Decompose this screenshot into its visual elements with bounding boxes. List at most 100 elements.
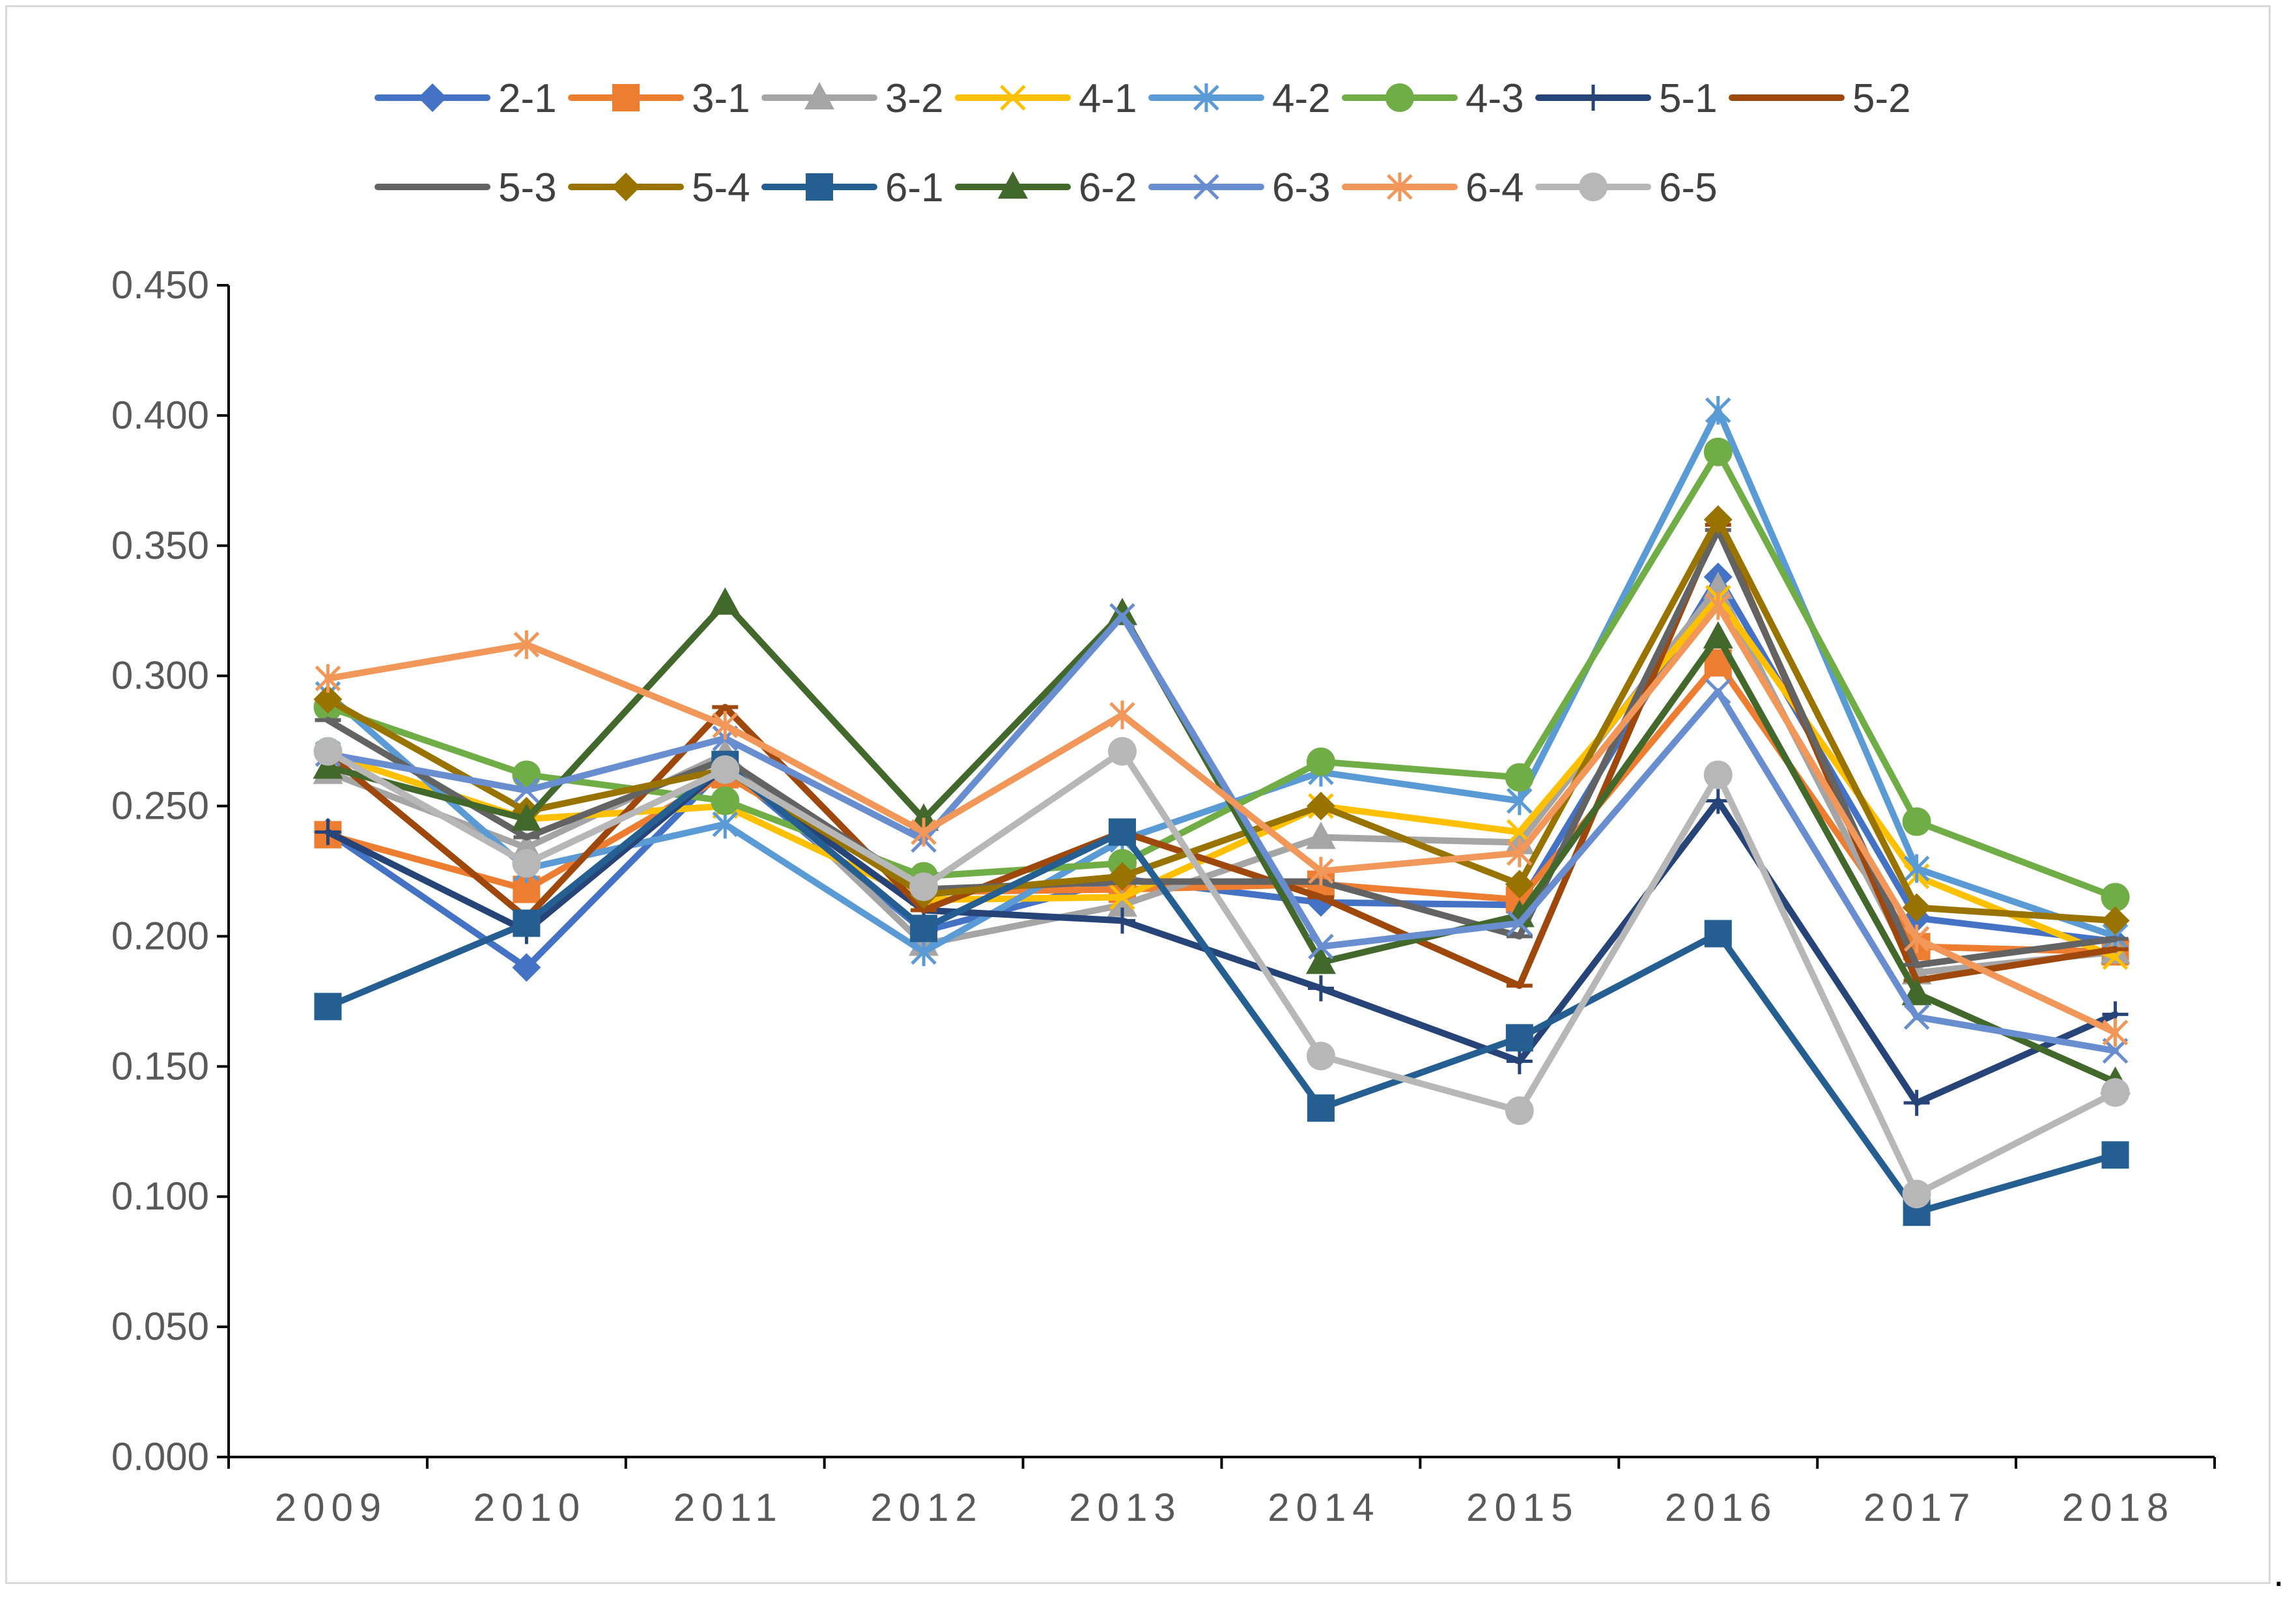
legend-entry-5-1: 5-1 [1535,76,1718,121]
data-point-4-3-2016 [1703,437,1733,466]
data-point-6-5-2018 [2101,1078,2130,1107]
series-line-5-2 [324,521,2119,989]
data-point-6-1-2018 [2101,1141,2129,1169]
legend-marker-6-4 [1387,173,1413,201]
legend-label-5-1: 5-1 [1659,76,1718,121]
legend-marker-6-1 [806,173,833,201]
series-6-4 [315,591,2129,1047]
legend-marker-5-4 [612,173,640,201]
data-point-6-1-2009 [314,993,342,1021]
legend-entry-5-4: 5-4 [568,165,750,210]
trailing-period: . [2273,1551,2284,1594]
data-point-6-5-2010 [512,849,541,878]
legend-label-3-2: 3-2 [885,76,944,121]
x-tick-label: 2009 [275,1486,388,1529]
y-tick-label: 0.350 [111,524,209,567]
legend-entry-3-1: 3-1 [568,76,750,121]
data-point-6-2-2017 [1901,978,1932,1006]
y-tick-label: 0.100 [111,1174,209,1218]
data-point-6-4-2010 [513,630,540,659]
data-point-5-4-2014 [1306,791,1335,821]
data-point-5-4-2015 [1505,870,1534,899]
data-point-4-2-2017 [1903,854,1930,883]
legend: 2-1 3-1 3-2 4-1 4-2 4-3 5-1 5-2 5-3 5-4 6-1 6-2 6-3 6… [375,76,1911,210]
data-point-6-2-2011 [710,587,741,615]
x-tick-label: 2012 [870,1486,983,1529]
data-point-6-3-2016 [1705,678,1731,705]
data-point-6-1-2015 [1505,1024,1533,1052]
data-point-4-3-2014 [1306,747,1335,776]
legend-entry-4-3: 4-3 [1342,76,1524,121]
legend-marker-4-2 [1193,83,1219,112]
series-layer [313,395,2131,1226]
series-line-6-1 [324,761,2119,1216]
data-point-6-4-2012 [911,817,937,847]
x-tick-label: 2017 [1864,1486,1976,1529]
data-point-6-3-2015 [1507,910,1533,937]
data-point-5-1-2013 [1109,907,1136,934]
legend-label-6-3: 6-3 [1272,165,1331,210]
data-point-6-5-2015 [1505,1096,1534,1125]
x-tick-label: 2016 [1665,1486,1778,1529]
legend-label-5-4: 5-4 [692,165,750,210]
x-tick-label: 2015 [1466,1486,1579,1529]
data-point-5-1-2009 [315,819,341,845]
legend-label-6-1: 6-1 [885,165,944,210]
legend-entry-4-2: 4-2 [1148,76,1331,121]
y-tick-label: 0.200 [111,914,209,957]
data-point-6-5-2017 [1902,1180,1931,1209]
legend-label-3-1: 3-1 [692,76,750,121]
data-point-6-4-2017 [1903,924,1930,954]
x-tick-label: 2014 [1268,1486,1380,1529]
data-point-4-2-2016 [1705,395,1731,425]
data-point-6-5-2016 [1703,760,1733,789]
data-point-6-4-2013 [1109,700,1135,729]
data-point-6-4-2018 [2102,1018,2129,1047]
legend-entry-6-2: 6-2 [955,165,1137,210]
series-line-3-1 [324,659,2119,955]
data-point-4-3-2015 [1505,763,1534,792]
series-6-5 [313,737,2130,1209]
data-point-3-2-2013 [1107,889,1138,917]
data-point-5-1-2017 [1903,1090,1930,1116]
x-tick-label: 2013 [1069,1486,1182,1529]
data-point-6-5-2011 [711,755,740,784]
data-point-4-2-2012 [911,937,937,967]
legend-label-2-1: 2-1 [498,76,557,121]
series-line-6-3 [324,612,2119,1054]
data-point-6-3-2017 [1903,1004,1930,1030]
data-point-6-4-2014 [1308,856,1334,886]
data-point-6-2-2013 [1107,597,1138,625]
y-tick-label: 0.050 [111,1305,209,1348]
legend-entry-4-1: 4-1 [955,76,1137,121]
legend-entry-3-2: 3-2 [761,76,944,121]
legend-marker-6-2 [998,171,1028,199]
legend-marker-6-5 [1579,173,1608,201]
data-point-4-3-2011 [711,786,740,815]
data-point-5-4-2016 [1703,505,1733,534]
data-point-6-5-2014 [1306,1041,1335,1071]
y-tick-label: 0.300 [111,654,209,698]
data-point-5-1-2016 [1705,787,1731,814]
y-tick-label: 0.000 [111,1435,209,1479]
series-line-5-4 [324,516,2119,924]
data-point-6-1-2016 [1704,920,1732,948]
data-point-6-4-2009 [315,664,341,693]
legend-entry-5-2: 5-2 [1729,76,1911,121]
data-point-4-3-2017 [1902,807,1931,836]
data-point-2-1-2010 [512,953,541,982]
legend-marker-4-3 [1385,83,1414,112]
series-line-5-3 [324,526,2119,969]
legend-marker-4-1 [1000,85,1026,111]
x-tick-label: 2010 [474,1486,586,1529]
data-point-5-4-2009 [313,685,343,714]
series-line-6-2 [324,599,2119,1086]
data-point-6-2-2015 [1504,899,1535,927]
x-tick-label: 2018 [2062,1486,2175,1529]
x-tick-label: 2011 [673,1486,784,1529]
legend-entry-5-3: 5-3 [375,165,557,210]
legend-entry-6-5: 6-5 [1535,165,1718,210]
legend-marker-5-1 [1580,85,1606,111]
data-point-6-3-2010 [513,777,540,804]
